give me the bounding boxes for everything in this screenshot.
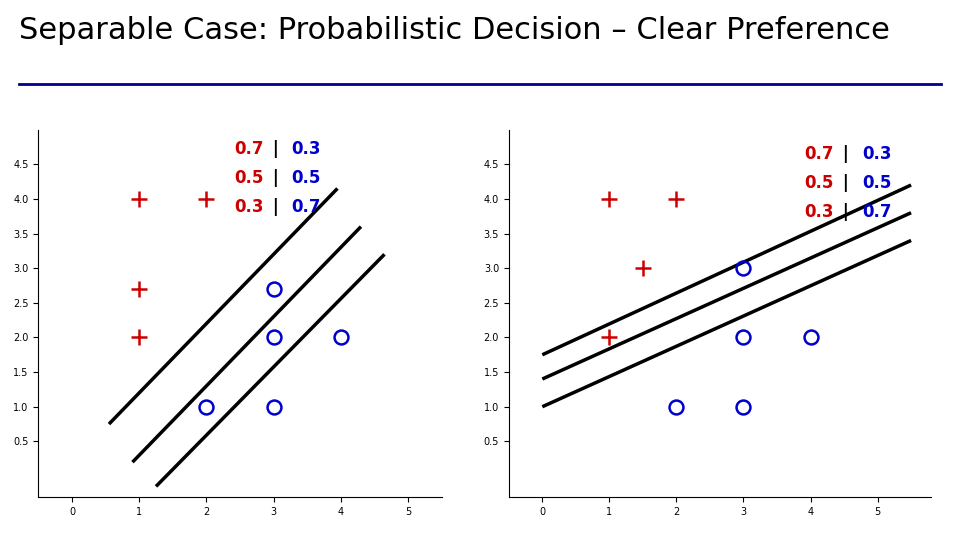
Text: Separable Case: Probabilistic Decision – Clear Preference: Separable Case: Probabilistic Decision –… bbox=[19, 16, 890, 45]
Text: 0.3: 0.3 bbox=[292, 140, 322, 158]
Text: 0.7: 0.7 bbox=[804, 145, 834, 163]
Text: 0.7: 0.7 bbox=[292, 198, 322, 216]
Text: |: | bbox=[267, 169, 284, 187]
Text: 0.3: 0.3 bbox=[234, 198, 263, 216]
Text: 0.5: 0.5 bbox=[292, 169, 321, 187]
Text: 0.3: 0.3 bbox=[862, 145, 892, 163]
Text: 0.5: 0.5 bbox=[804, 174, 834, 192]
Text: 0.5: 0.5 bbox=[862, 174, 892, 192]
Text: 0.3: 0.3 bbox=[804, 203, 834, 221]
Text: 0.7: 0.7 bbox=[862, 203, 892, 221]
Text: |: | bbox=[267, 140, 284, 158]
Text: |: | bbox=[837, 145, 855, 163]
Text: |: | bbox=[837, 174, 855, 192]
Text: 0.5: 0.5 bbox=[234, 169, 263, 187]
Text: |: | bbox=[267, 198, 284, 216]
Text: 0.7: 0.7 bbox=[234, 140, 263, 158]
Text: |: | bbox=[837, 203, 855, 221]
